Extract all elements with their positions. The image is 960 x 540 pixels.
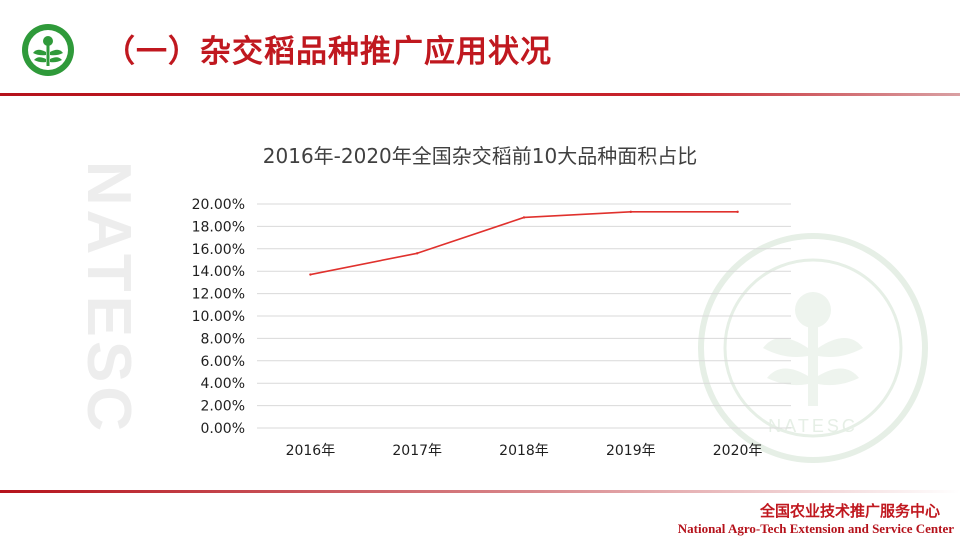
y-tick-label: 10.00% <box>192 309 245 325</box>
header-divider <box>0 93 960 96</box>
y-tick-label: 14.00% <box>192 264 245 280</box>
y-tick-label: 20.00% <box>192 197 245 213</box>
y-tick-label: 6.00% <box>201 354 245 370</box>
series-line <box>310 211 738 276</box>
y-tick-label: 16.00% <box>192 242 245 258</box>
y-tick-label: 18.00% <box>192 219 245 235</box>
natesc-logo-icon <box>20 22 76 78</box>
watermark-text: NATESC <box>74 161 138 435</box>
y-tick-label: 2.00% <box>201 399 245 415</box>
org-name-cn: 全国农业技术推广服务中心 <box>759 502 940 520</box>
y-tick-label: 12.00% <box>192 287 245 303</box>
y-tick-label: 4.00% <box>201 376 245 392</box>
data-point <box>309 273 312 276</box>
x-tick-label: 2018年 <box>499 443 549 459</box>
x-tick-label: 2017年 <box>392 443 442 459</box>
data-point <box>629 210 632 214</box>
watermark-label: NATESC <box>74 161 138 435</box>
y-tick-label: 0.00% <box>201 421 245 437</box>
x-tick-label: 2020年 <box>713 443 763 459</box>
org-name-en: National Agro-Tech Extension and Service… <box>677 521 954 536</box>
x-tick-label: 2019年 <box>606 443 656 459</box>
data-point <box>522 216 526 219</box>
footer-divider <box>0 490 960 493</box>
y-tick-label: 8.00% <box>201 331 245 347</box>
watermark-seal-icon: NATESC <box>698 233 928 463</box>
x-tick-label: 2016年 <box>286 443 336 459</box>
chart-title: 2016年-2020年全国杂交稻前10大品种面积占比 <box>262 144 698 168</box>
data-point <box>736 210 739 214</box>
seal-label: NATESC <box>768 416 858 436</box>
page-title: （一）杂交稻品种推广应用状况 <box>104 34 552 70</box>
data-point <box>416 252 419 255</box>
